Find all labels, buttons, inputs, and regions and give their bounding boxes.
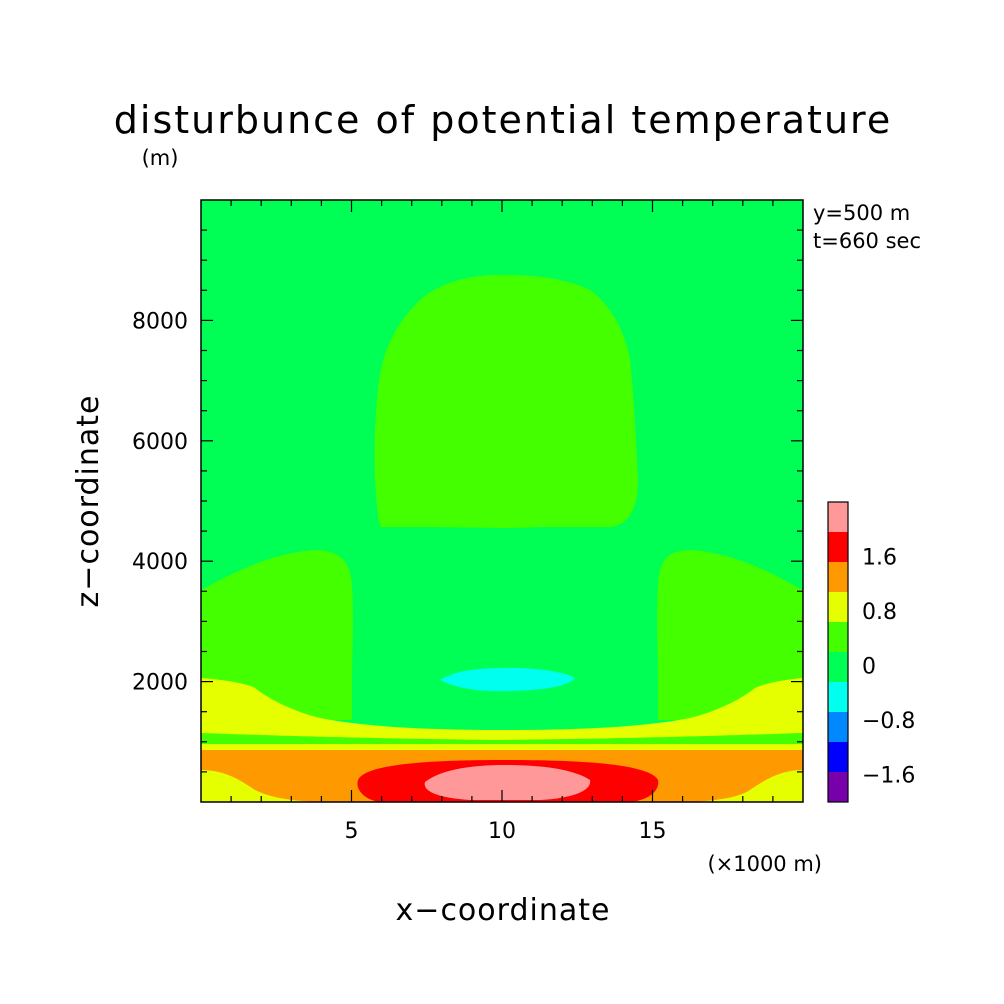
y-tick-label: 8000: [132, 309, 188, 334]
y-tick-label: 2000: [132, 671, 188, 696]
colorbar-swatch: [828, 682, 848, 712]
colorbar-frame: [827, 501, 849, 803]
colorbar-swatch: [828, 532, 848, 562]
colorbar-swatch: [828, 652, 848, 682]
colorbar-label: 0: [862, 655, 876, 680]
y-tick-label: 4000: [132, 550, 188, 575]
region-pink-core: [424, 765, 591, 800]
y-tick-label: 6000: [132, 430, 188, 455]
x-unit-label: (×1000 m): [707, 852, 822, 876]
colorbar-swatch: [828, 592, 848, 622]
region-right-side-lobe: [650, 550, 803, 720]
plot-area: [200, 199, 804, 803]
region-green-stripe: [201, 733, 803, 744]
region-left-side-lobe: [201, 550, 358, 720]
x-axis-title: x−coordinate: [396, 893, 611, 928]
y-tick-labels: 2000 4000 6000 8000: [132, 309, 188, 695]
x-tick-labels: 5 10 15: [345, 819, 667, 844]
colorbar-swatch: [828, 712, 848, 742]
colorbar: [827, 501, 849, 803]
region-cool-pocket: [440, 668, 575, 692]
colorbar-swatch: [828, 772, 848, 802]
colorbar-swatch: [828, 742, 848, 772]
colorbar-label: −0.8: [862, 709, 915, 734]
tick-marks: [201, 200, 803, 802]
x-tick-label: 5: [345, 819, 359, 844]
x-tick-label: 10: [488, 819, 516, 844]
colorbar-swatch: [828, 562, 848, 592]
colorbar-label: −1.6: [862, 764, 915, 789]
y-axis-title: z−coordinate: [71, 395, 106, 608]
colorbar-swatch: [828, 622, 848, 652]
colorbar-label: 1.6: [862, 546, 897, 571]
chart-title: disturbunce of potential temperature: [114, 98, 892, 142]
colorbar-swatch: [828, 502, 848, 532]
x-tick-label: 15: [639, 819, 667, 844]
annotation-t: t=660 sec: [813, 229, 921, 253]
region-lower-green-fill: [352, 680, 658, 740]
colorbar-label: 0.8: [862, 600, 897, 625]
y-unit-label: (m): [142, 146, 179, 170]
colorbar-labels: 1.6 0.8 0 −0.8 −1.6: [862, 546, 915, 789]
region-upper-warm-dome: [374, 275, 638, 528]
annotation-y: y=500 m: [813, 201, 910, 225]
